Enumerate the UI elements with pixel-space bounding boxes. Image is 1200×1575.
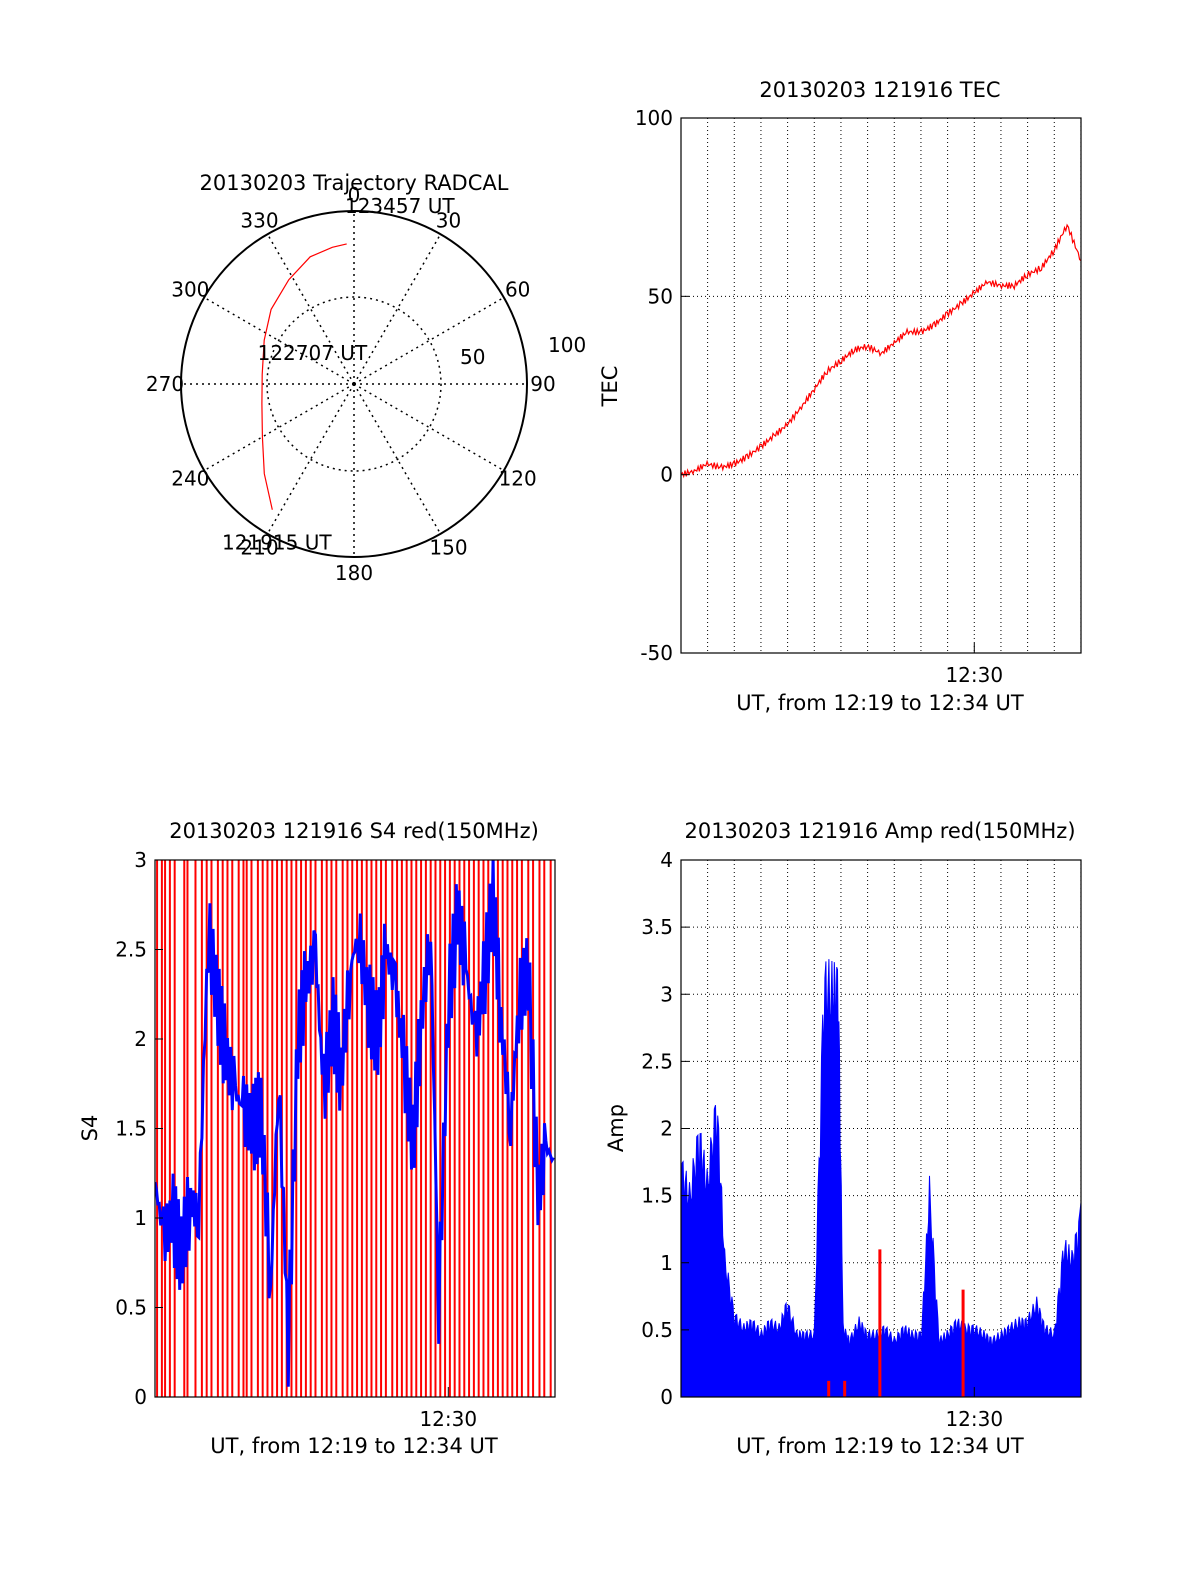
y-tick-label: 1 — [134, 1206, 147, 1230]
polar-spokes — [181, 211, 527, 557]
polar-annotations: 123457 UT 122707 UT 121915 UT — [222, 194, 455, 554]
y-tick-label: 1 — [660, 1251, 673, 1275]
s4-ylabel: S4 — [78, 1115, 102, 1142]
tec-panel: 20130203 121916 TEC UT, from 12:19 to 12… — [598, 78, 1082, 715]
polar-spoke — [353, 383, 442, 535]
polar-spoke — [353, 296, 505, 385]
polar-azimuth-label: 210 — [240, 536, 278, 560]
polar-azimuth-label: 60 — [505, 278, 530, 302]
axes-frame — [680, 117, 1082, 654]
y-tick-label: 2 — [134, 1027, 147, 1051]
polar-azimuth-label: 30 — [436, 208, 461, 232]
tec-ylabel: TEC — [598, 366, 622, 408]
polar-panel: 20130203 Trajectory RADCAL 0 30 60 90 120 150… — [146, 171, 586, 585]
polar-spoke — [353, 383, 505, 472]
amp-xlabel: UT, from 12:19 to 12:34 UT — [736, 1434, 1024, 1458]
polar-azimuth-label: 270 — [146, 372, 184, 396]
amp-ylabel: Amp — [604, 1104, 628, 1152]
x-tick-label: 12:30 — [419, 1407, 477, 1431]
amp-panel: 20130203 121916 Amp red(150MHz) UT, from… — [604, 819, 1082, 1458]
polar-title: 20130203 Trajectory RADCAL — [200, 171, 509, 195]
y-tick-label: 0.5 — [115, 1296, 147, 1320]
polar-spoke — [203, 296, 355, 385]
polar-inner-ring — [266, 296, 442, 472]
tec-xlabel: UT, from 12:19 to 12:34 UT — [736, 691, 1024, 715]
polar-azimuth-label: 0 — [348, 183, 361, 207]
plot-area — [155, 860, 555, 1397]
x-tick-label: 12:30 — [945, 1407, 1003, 1431]
y-tick-label: 4 — [660, 848, 673, 872]
polar-azimuth-label: 150 — [429, 536, 467, 560]
polar-annotation: 123457 UT — [345, 194, 455, 218]
polar-annotation: 122707 UT — [258, 341, 368, 365]
s4-blue-series-line — [155, 860, 555, 1387]
y-tick-label: -50 — [640, 641, 673, 665]
y-tick-label: 2.5 — [641, 1049, 673, 1073]
plot-area — [681, 959, 1081, 1397]
polar-ring-label-50: 50 — [460, 345, 485, 369]
y-tick-label: 3 — [660, 982, 673, 1006]
s4-panel: 20130203 121916 S4 red(150MHz) UT, from … — [78, 819, 556, 1458]
tec-title: 20130203 121916 TEC — [759, 78, 1000, 102]
y-tick-label: 50 — [648, 284, 673, 308]
y-tick-label: 3.5 — [641, 915, 673, 939]
plot-area — [681, 223, 1081, 479]
tec-series-line — [681, 223, 1081, 479]
polar-spoke — [266, 233, 355, 385]
polar-azimuth-label: 300 — [171, 278, 209, 302]
polar-trajectory-line — [261, 243, 347, 510]
polar-azimuth-label: 240 — [171, 467, 209, 491]
y-tick-label: 0 — [660, 1385, 673, 1409]
y-tick-label: 0 — [134, 1385, 147, 1409]
polar-azimuth-labels: 0 30 60 90 120 150 180 210 240 270 300 330 — [146, 183, 556, 585]
polar-outer-ring — [180, 210, 528, 558]
polar-azimuth-label: 90 — [530, 372, 555, 396]
amp-title: 20130203 121916 Amp red(150MHz) — [684, 819, 1075, 843]
y-tick-label: 0 — [660, 463, 673, 487]
y-tick-label: 2.5 — [115, 938, 147, 962]
y-tick-label: 3 — [134, 848, 147, 872]
y-tick-label: 1.5 — [641, 1184, 673, 1208]
s4-title: 20130203 121916 S4 red(150MHz) — [169, 819, 539, 843]
polar-spoke — [203, 383, 355, 472]
polar-azimuth-label: 180 — [335, 561, 373, 585]
x-tick-label: 12:30 — [945, 663, 1003, 687]
amp-blue-series — [681, 959, 1081, 1397]
polar-ring-label-100: 100 — [548, 333, 586, 357]
y-tick-label: 2 — [660, 1117, 673, 1141]
polar-spoke — [266, 383, 355, 535]
polar-azimuth-label: 120 — [499, 467, 537, 491]
polar-annotation: 121915 UT — [222, 531, 332, 555]
polar-azimuth-label: 330 — [240, 208, 278, 232]
polar-spoke — [353, 233, 442, 385]
y-tick-label: 0.5 — [641, 1318, 673, 1342]
y-tick-label: 1.5 — [115, 1117, 147, 1141]
y-tick-label: 100 — [635, 106, 673, 130]
s4-xlabel: UT, from 12:19 to 12:34 UT — [210, 1434, 498, 1458]
